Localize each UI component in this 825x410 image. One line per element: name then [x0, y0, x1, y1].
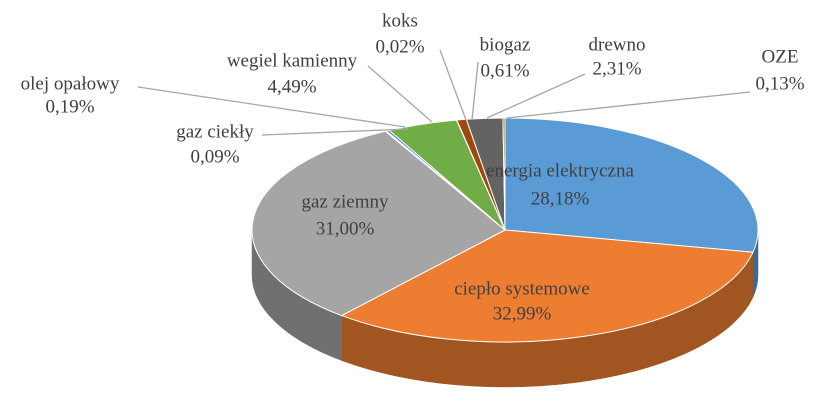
- slice: [340, 229, 754, 343]
- value-label: 0,61%: [480, 60, 529, 81]
- value-label: 31,00%: [316, 218, 375, 239]
- value-label: 4,49%: [267, 76, 316, 97]
- leader-line: [486, 73, 586, 119]
- value-label: 2,31%: [592, 58, 641, 79]
- slice-label: olej opałowy: [21, 73, 120, 94]
- slice-label: gaz ziemny: [301, 191, 389, 212]
- slice-label: ciepło systemowe: [454, 278, 590, 299]
- value-label: 0,13%: [755, 73, 804, 94]
- value-label: 0,19%: [45, 96, 94, 117]
- leader-line: [439, 49, 467, 121]
- slice-label: drewno: [589, 34, 646, 55]
- leader-line: [367, 65, 433, 123]
- slice-label: wegiel kamienny: [227, 50, 358, 71]
- value-label: 0,02%: [375, 36, 424, 57]
- slice-label: koks: [382, 10, 418, 31]
- leader-line: [471, 61, 479, 121]
- value-label: 28,18%: [531, 188, 590, 209]
- slice-label: biogaz: [480, 34, 531, 55]
- slice: [504, 117, 759, 253]
- leader-line: [506, 91, 751, 119]
- value-label: 0,09%: [190, 146, 239, 167]
- leader-line: [137, 86, 406, 128]
- slice-label: energia elektryczna: [486, 160, 634, 181]
- slice-label: gaz ciekły: [176, 121, 254, 142]
- leader-line: [261, 128, 409, 136]
- slice-label: OZE: [762, 46, 799, 67]
- value-label: 32,99%: [493, 303, 552, 324]
- slice: [502, 117, 506, 231]
- slice: [251, 130, 506, 317]
